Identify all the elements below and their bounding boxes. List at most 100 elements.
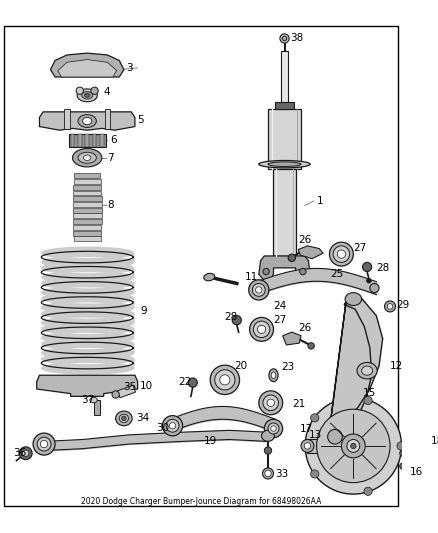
Text: 2020 Dodge Charger Bumper-Jounce Diagram for 68498026AA: 2020 Dodge Charger Bumper-Jounce Diagram… <box>81 497 321 506</box>
Polygon shape <box>50 53 124 77</box>
Bar <box>73 202 102 207</box>
Text: 6: 6 <box>110 135 117 146</box>
Ellipse shape <box>166 419 179 432</box>
Ellipse shape <box>271 372 276 378</box>
Ellipse shape <box>288 254 296 262</box>
Bar <box>307 439 349 453</box>
Ellipse shape <box>90 397 97 403</box>
Text: 8: 8 <box>107 200 114 211</box>
Text: 34: 34 <box>136 414 149 423</box>
Ellipse shape <box>271 426 276 431</box>
Bar <box>105 109 110 130</box>
Ellipse shape <box>91 87 98 94</box>
Ellipse shape <box>350 443 356 449</box>
Ellipse shape <box>253 321 270 337</box>
Ellipse shape <box>263 395 279 410</box>
Ellipse shape <box>347 440 360 453</box>
Text: 1: 1 <box>317 196 323 206</box>
Bar <box>281 51 288 102</box>
Ellipse shape <box>364 487 372 496</box>
Ellipse shape <box>119 414 128 423</box>
Text: 37: 37 <box>81 395 94 405</box>
Text: 26: 26 <box>298 322 311 333</box>
Bar <box>73 196 102 201</box>
Ellipse shape <box>188 378 197 387</box>
Text: 33: 33 <box>276 470 289 479</box>
Bar <box>268 109 301 169</box>
Ellipse shape <box>232 316 241 325</box>
Bar <box>73 225 101 230</box>
Text: 35: 35 <box>123 382 136 392</box>
Ellipse shape <box>400 450 406 456</box>
Text: 7: 7 <box>107 153 114 163</box>
Bar <box>94 400 100 415</box>
Ellipse shape <box>268 162 301 166</box>
Ellipse shape <box>256 287 262 293</box>
Ellipse shape <box>259 391 283 415</box>
Text: 19: 19 <box>204 437 217 446</box>
Text: 16: 16 <box>410 466 424 477</box>
Ellipse shape <box>308 343 314 349</box>
Polygon shape <box>283 332 301 345</box>
Ellipse shape <box>73 149 102 167</box>
Text: 9: 9 <box>141 306 147 316</box>
Bar <box>85 134 89 147</box>
Polygon shape <box>37 375 138 397</box>
Text: 18: 18 <box>431 437 438 446</box>
Ellipse shape <box>215 370 235 390</box>
Text: 24: 24 <box>273 302 287 311</box>
Text: 15: 15 <box>363 387 376 398</box>
Ellipse shape <box>364 397 372 405</box>
Ellipse shape <box>341 434 365 458</box>
Bar <box>74 237 100 241</box>
Ellipse shape <box>397 442 405 450</box>
Ellipse shape <box>33 433 55 455</box>
Ellipse shape <box>84 155 91 160</box>
Ellipse shape <box>328 430 343 444</box>
Bar <box>74 179 100 184</box>
Text: 10: 10 <box>139 381 152 391</box>
Text: 36: 36 <box>13 448 26 458</box>
Ellipse shape <box>400 463 406 470</box>
Bar <box>272 169 297 256</box>
Ellipse shape <box>76 87 84 94</box>
Bar <box>117 385 135 398</box>
Text: 27: 27 <box>353 243 367 253</box>
Ellipse shape <box>250 318 273 341</box>
Bar <box>73 214 102 219</box>
Ellipse shape <box>370 284 379 293</box>
Bar <box>73 191 101 196</box>
Ellipse shape <box>122 416 126 421</box>
Ellipse shape <box>249 280 269 300</box>
Text: 20: 20 <box>234 361 247 371</box>
Ellipse shape <box>337 250 346 259</box>
Polygon shape <box>58 60 117 77</box>
Text: 13: 13 <box>309 430 322 440</box>
Ellipse shape <box>300 268 306 274</box>
Ellipse shape <box>19 447 32 459</box>
Bar <box>100 134 104 147</box>
Text: 28: 28 <box>224 312 237 322</box>
Ellipse shape <box>261 430 275 441</box>
Ellipse shape <box>259 160 310 168</box>
Ellipse shape <box>311 470 319 478</box>
Ellipse shape <box>258 325 266 334</box>
Ellipse shape <box>387 304 393 309</box>
Bar <box>78 134 81 147</box>
Ellipse shape <box>162 416 183 436</box>
Polygon shape <box>259 256 310 281</box>
Text: 22: 22 <box>178 377 191 386</box>
Ellipse shape <box>85 93 90 97</box>
Ellipse shape <box>78 115 96 127</box>
Text: 38: 38 <box>290 34 303 43</box>
Ellipse shape <box>220 375 230 385</box>
Text: 5: 5 <box>138 115 144 125</box>
Ellipse shape <box>262 468 273 479</box>
Ellipse shape <box>264 419 283 438</box>
Ellipse shape <box>22 450 29 456</box>
Ellipse shape <box>305 398 402 494</box>
Ellipse shape <box>406 421 432 471</box>
Ellipse shape <box>204 273 215 281</box>
Polygon shape <box>326 297 383 444</box>
Ellipse shape <box>210 365 240 394</box>
